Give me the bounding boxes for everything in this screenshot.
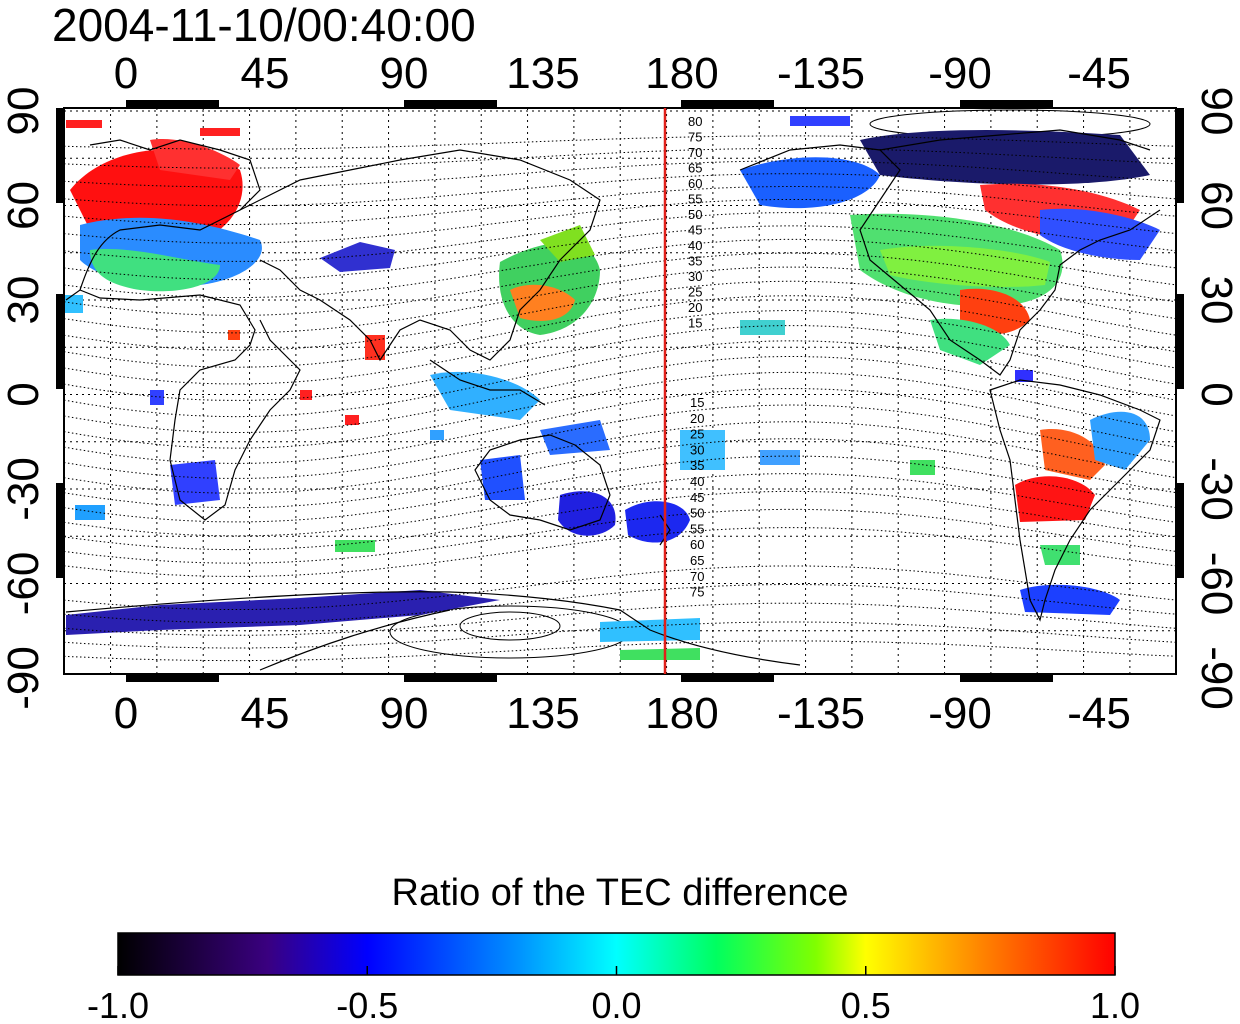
- longitude-tick-label: 0: [114, 49, 138, 98]
- contour-label: 60: [688, 176, 702, 191]
- contour-label: 25: [688, 285, 702, 300]
- latitude-ticks-right: 90 60 30 0 -30 -60 -90: [1192, 87, 1240, 710]
- longitude-tick-label: 180: [645, 49, 718, 98]
- contour-label: 45: [688, 223, 702, 238]
- longitude-tick-label: 90: [380, 49, 429, 98]
- contour-label: 75: [688, 130, 702, 145]
- coastlines: [65, 129, 1161, 671]
- latitude-tick-label: 90: [1192, 87, 1240, 136]
- longitude-tick-label: 90: [380, 689, 429, 738]
- colorbar-tick-label: 0.0: [591, 985, 641, 1024]
- latitude-tick-label: -60: [1192, 552, 1240, 616]
- contour-label: 20: [690, 411, 704, 426]
- contour-label: 45: [690, 490, 704, 505]
- longitude-tick-label: -90: [928, 49, 992, 98]
- longitude-tick-label: 135: [506, 49, 579, 98]
- contour-label: 50: [690, 506, 704, 521]
- latitude-tick-label: 0: [1192, 382, 1240, 406]
- colorbar-tick-label: -0.5: [336, 985, 398, 1024]
- latitude-tick-label: -30: [1192, 457, 1240, 521]
- longitude-ticks-top: 0 45 90 135 180 -135 -90 -45: [114, 49, 1131, 98]
- longitude-tick-label: -135: [777, 689, 865, 738]
- contour-label: 30: [688, 269, 702, 284]
- contour-label: 80: [688, 114, 702, 129]
- latitude-tick-label: 60: [1192, 181, 1240, 230]
- longitude-tick-label: 135: [506, 689, 579, 738]
- longitude-tick-label: -45: [1067, 689, 1131, 738]
- colorbar-tick-label: -1.0: [87, 985, 149, 1024]
- contour-label: 50: [688, 207, 702, 222]
- contour-label: 40: [688, 238, 702, 253]
- contour-label: 65: [688, 161, 702, 176]
- latitude-tick-label: -30: [0, 457, 48, 521]
- longitude-ticks-bottom: 0 45 90 135 180 -135 -90 -45: [114, 689, 1131, 738]
- latitude-tick-label: -90: [0, 646, 48, 710]
- magnetic-latitude-lines: [64, 135, 1176, 662]
- contour-label: 35: [690, 458, 704, 473]
- timestamp-title: 2004-11-10/00:40:00: [52, 0, 476, 51]
- longitude-tick-label: 180: [645, 689, 718, 738]
- latitude-tick-label: 0: [0, 382, 48, 406]
- contour-label: 35: [688, 254, 702, 269]
- latitude-tick-label: -60: [0, 552, 48, 616]
- longitude-tick-label: -90: [928, 689, 992, 738]
- contour-label: 55: [690, 521, 704, 536]
- contour-label: 30: [690, 442, 704, 457]
- latitude-tick-label: -90: [1192, 646, 1240, 710]
- contour-label: 75: [690, 585, 704, 600]
- colorbar-title: Ratio of the TEC difference: [391, 872, 849, 914]
- latitude-tick-label: 30: [1192, 276, 1240, 325]
- colorbar-tick-label: 0.5: [841, 985, 891, 1024]
- longitude-tick-label: -45: [1067, 49, 1131, 98]
- latitude-tick-label: 30: [0, 276, 48, 325]
- contour-label: 25: [690, 427, 704, 442]
- longitude-tick-label: 0: [114, 689, 138, 738]
- contour-label: 20: [688, 300, 702, 315]
- latitude-tick-label: 60: [0, 181, 48, 230]
- latitude-ticks-left: 90 60 30 0 -30 -60 -90: [0, 87, 48, 710]
- contour-label: 70: [690, 569, 704, 584]
- contour-label: 15: [688, 316, 702, 331]
- contour-label: 55: [688, 192, 702, 207]
- colorbar-tick-label: 1.0: [1090, 985, 1140, 1024]
- longitude-tick-label: -135: [777, 49, 865, 98]
- latitude-tick-label: 90: [0, 87, 48, 136]
- contour-label: 60: [690, 537, 704, 552]
- colorbar-ticks: -1.0 -0.5 0.0 0.5 1.0: [87, 966, 1140, 1024]
- map-border-ticks: [56, 100, 1184, 682]
- contour-label: 15: [690, 395, 704, 410]
- contour-label: 70: [688, 145, 702, 160]
- longitude-tick-label: 45: [241, 689, 290, 738]
- longitude-tick-label: 45: [241, 49, 290, 98]
- contour-label: 65: [690, 553, 704, 568]
- contour-label: 40: [690, 474, 704, 489]
